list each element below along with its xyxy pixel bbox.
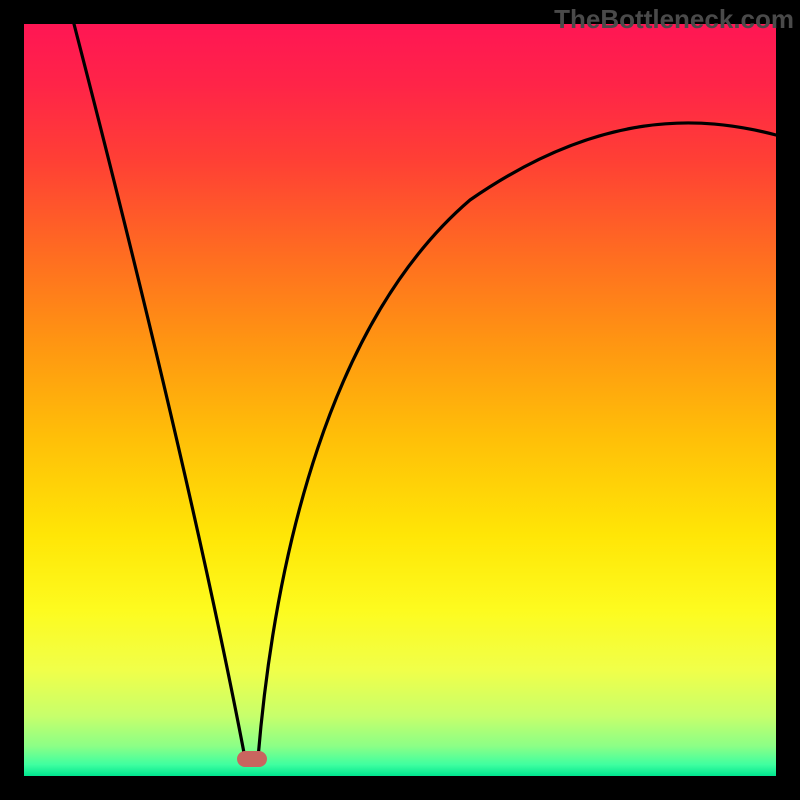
bottleneck-marker	[237, 751, 267, 767]
watermark-text: TheBottleneck.com	[554, 4, 794, 35]
frame-border-bottom	[0, 776, 800, 800]
frame-border-right	[776, 0, 800, 800]
frame-border-left	[0, 0, 24, 800]
gradient-background	[24, 24, 776, 776]
bottleneck-chart	[0, 0, 800, 800]
